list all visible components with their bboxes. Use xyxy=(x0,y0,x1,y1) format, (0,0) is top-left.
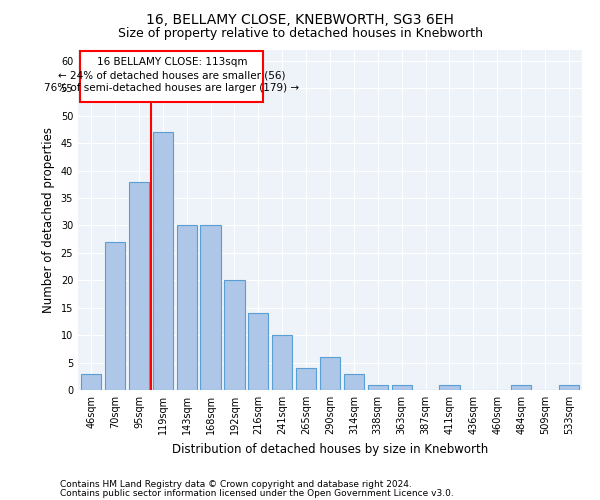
Bar xyxy=(511,384,531,390)
Y-axis label: Number of detached properties: Number of detached properties xyxy=(42,127,55,313)
Bar xyxy=(129,182,149,390)
Text: Size of property relative to detached houses in Knebworth: Size of property relative to detached ho… xyxy=(118,28,482,40)
Bar xyxy=(344,374,364,390)
Bar xyxy=(81,374,101,390)
Bar xyxy=(248,313,268,390)
Text: Contains public sector information licensed under the Open Government Licence v3: Contains public sector information licen… xyxy=(60,488,454,498)
Bar xyxy=(176,226,197,390)
Bar xyxy=(224,280,245,390)
X-axis label: Distribution of detached houses by size in Knebworth: Distribution of detached houses by size … xyxy=(172,442,488,456)
Bar xyxy=(272,335,292,390)
Bar xyxy=(296,368,316,390)
Bar xyxy=(392,384,412,390)
Text: Contains HM Land Registry data © Crown copyright and database right 2024.: Contains HM Land Registry data © Crown c… xyxy=(60,480,412,489)
Bar xyxy=(439,384,460,390)
Bar xyxy=(105,242,125,390)
Bar xyxy=(320,357,340,390)
Text: ← 24% of detached houses are smaller (56): ← 24% of detached houses are smaller (56… xyxy=(58,70,286,80)
Text: 76% of semi-detached houses are larger (179) →: 76% of semi-detached houses are larger (… xyxy=(44,84,299,94)
Text: 16, BELLAMY CLOSE, KNEBWORTH, SG3 6EH: 16, BELLAMY CLOSE, KNEBWORTH, SG3 6EH xyxy=(146,12,454,26)
Bar xyxy=(200,226,221,390)
Bar xyxy=(152,132,173,390)
FancyBboxPatch shape xyxy=(80,51,263,102)
Text: 16 BELLAMY CLOSE: 113sqm: 16 BELLAMY CLOSE: 113sqm xyxy=(97,57,247,67)
Bar xyxy=(559,384,579,390)
Bar xyxy=(368,384,388,390)
